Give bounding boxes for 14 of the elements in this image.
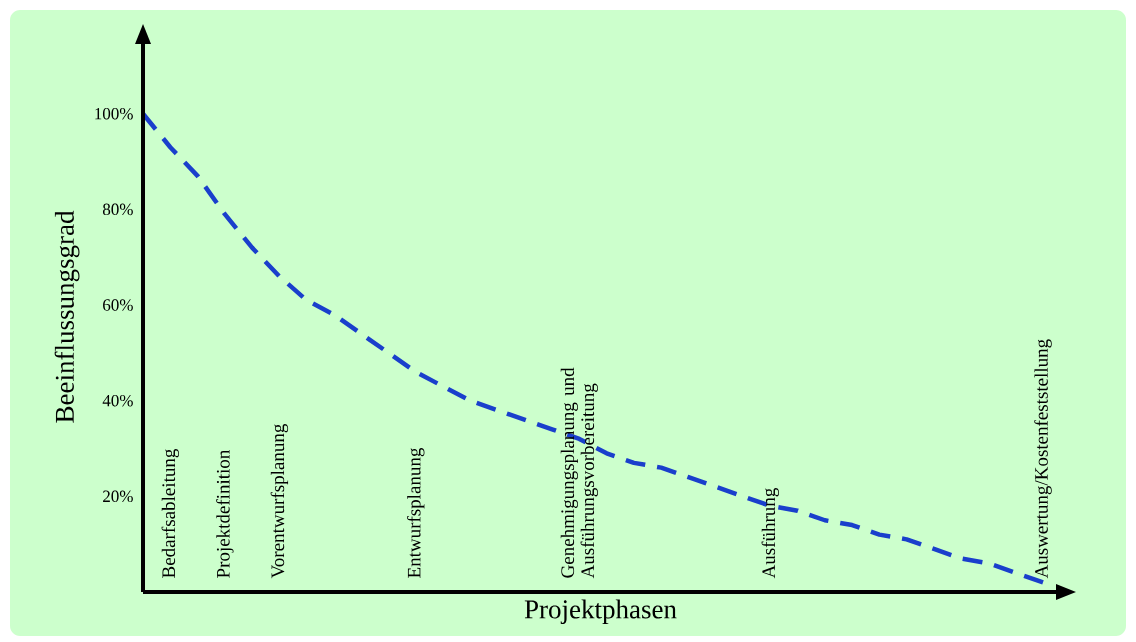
x-tick-label: Bedarfsableitung <box>161 449 180 578</box>
y-tick-label: 60% <box>103 299 133 311</box>
x-tick-label: Ausführung <box>761 488 780 579</box>
x-axis-title: Projektphasen <box>524 599 677 625</box>
x-tick-label: Entwurfsplanung <box>406 447 425 578</box>
y-tick-label: 40% <box>102 394 133 407</box>
y-tick-label: 100% <box>95 107 133 120</box>
x-tick-label: Projektdefinition <box>216 449 234 578</box>
y-tick-label: 20% <box>103 490 133 503</box>
y-axis-title: Beeinflussungsgrad <box>54 210 80 423</box>
x-tick-label: Genehmigungsplanung und Ausführungsvorbereitung <box>560 367 598 579</box>
y-tick-label: 80% <box>102 203 133 216</box>
x-tick-label: Auswertung/Kostenfeststellung <box>1034 339 1052 579</box>
x-tick-label: Vorentwurfsplanung <box>270 424 289 579</box>
